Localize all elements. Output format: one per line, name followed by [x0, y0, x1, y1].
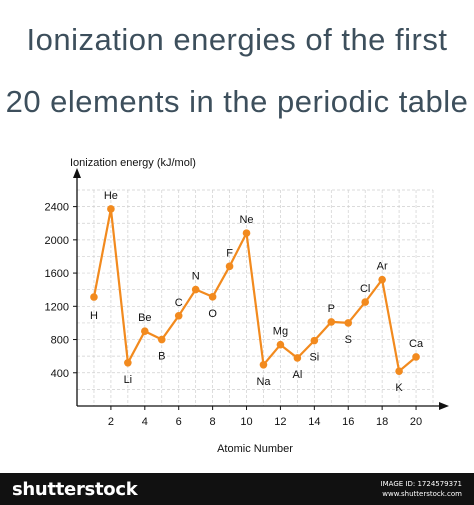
- data-point-label: Na: [256, 376, 271, 388]
- data-point-label: Si: [309, 352, 319, 364]
- data-point: [90, 293, 98, 301]
- data-point: [361, 298, 369, 306]
- data-point-label: C: [175, 297, 183, 309]
- x-tick-label: 8: [210, 416, 216, 428]
- data-point-label: Be: [138, 312, 151, 324]
- data-point-label: Ca: [409, 338, 424, 350]
- x-tick-label: 2: [108, 416, 114, 428]
- chart-title-line-2: 20 elements in the periodic table: [5, 84, 469, 119]
- y-tick-label: 2000: [45, 235, 69, 247]
- x-tick-label: 12: [274, 416, 286, 428]
- data-point: [124, 359, 132, 367]
- data-point: [259, 360, 268, 369]
- footer-bar: shutterstock IMAGE ID: 1724579371 www.sh…: [0, 473, 474, 505]
- y-axis-arrow: [73, 168, 81, 178]
- x-tick-label: 16: [342, 416, 354, 428]
- data-point: [412, 353, 420, 361]
- data-point: [293, 354, 302, 362]
- data-point: [327, 318, 336, 326]
- data-point: [395, 367, 403, 375]
- x-tick-label: 4: [142, 416, 148, 428]
- data-point-label: H: [90, 310, 98, 322]
- y-tick-label: 400: [51, 368, 69, 380]
- x-tick-label: 6: [176, 416, 182, 428]
- image-id-text: IMAGE ID: 1724579371: [380, 480, 462, 488]
- data-point-label: F: [226, 247, 233, 259]
- data-point: [378, 275, 386, 284]
- y-tick-label: 800: [51, 335, 69, 347]
- data-point-label: N: [192, 271, 200, 283]
- data-point: [310, 336, 319, 345]
- data-point-label: Mg: [273, 326, 288, 338]
- y-tick-label: 2400: [45, 202, 69, 214]
- chart-title-line-1: Ionization energies of the first: [26, 22, 448, 57]
- x-axis-arrow: [439, 402, 449, 410]
- y-tick-label: 1200: [45, 301, 69, 313]
- data-point-label: B: [158, 351, 165, 363]
- data-point: [157, 335, 166, 344]
- y-axis-label: Ionization energy (kJ/mol): [70, 157, 196, 169]
- data-point-label: Ar: [377, 261, 388, 273]
- data-point-label: S: [345, 334, 352, 346]
- data-point-label: O: [208, 308, 217, 320]
- data-point: [276, 340, 285, 349]
- data-point-label: He: [104, 190, 118, 202]
- x-tick-label: 14: [308, 416, 320, 428]
- x-tick-label: 18: [376, 416, 388, 428]
- x-tick-label: 10: [240, 416, 252, 428]
- data-point: [344, 319, 353, 327]
- data-point: [242, 229, 251, 237]
- data-point-label: Al: [292, 369, 302, 381]
- site-url-text: www.shutterstock.com: [382, 490, 462, 498]
- data-point: [225, 262, 234, 271]
- x-axis-label: Atomic Number: [217, 443, 293, 455]
- data-point: [174, 311, 183, 320]
- brand-logo-text: shutterstock: [12, 479, 138, 500]
- x-tick-label: 20: [410, 416, 422, 428]
- data-point-label: P: [328, 303, 335, 315]
- data-point: [208, 293, 217, 301]
- data-point-label: Cl: [360, 283, 370, 295]
- data-point-label: Li: [124, 374, 133, 386]
- y-tick-label: 1600: [45, 268, 69, 280]
- data-point: [191, 285, 200, 294]
- data-point: [141, 327, 149, 336]
- data-point-label: K: [395, 382, 403, 394]
- data-point-label: Ne: [239, 214, 253, 226]
- data-point: [107, 205, 115, 213]
